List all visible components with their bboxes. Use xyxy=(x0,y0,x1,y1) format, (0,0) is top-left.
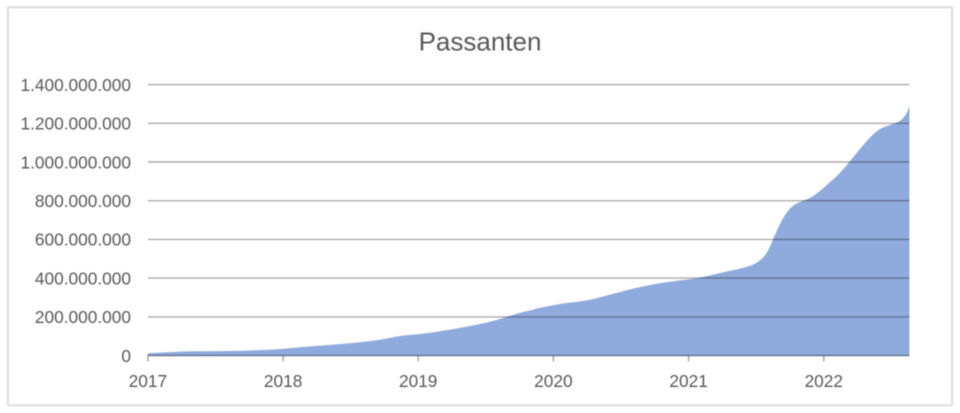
svg-text:1.400.000.000: 1.400.000.000 xyxy=(20,75,131,95)
svg-text:400.000.000: 400.000.000 xyxy=(35,268,131,288)
svg-text:2018: 2018 xyxy=(264,371,302,391)
svg-text:2019: 2019 xyxy=(399,371,437,391)
svg-text:2022: 2022 xyxy=(805,371,843,391)
svg-text:2021: 2021 xyxy=(669,371,707,391)
svg-text:0: 0 xyxy=(121,346,131,366)
svg-text:2017: 2017 xyxy=(129,371,167,391)
svg-text:Passanten: Passanten xyxy=(419,27,542,57)
svg-text:2020: 2020 xyxy=(534,371,572,391)
svg-text:1.200.000.000: 1.200.000.000 xyxy=(20,114,131,134)
svg-text:800.000.000: 800.000.000 xyxy=(35,191,131,211)
svg-text:200.000.000: 200.000.000 xyxy=(35,307,131,327)
svg-text:1.000.000.000: 1.000.000.000 xyxy=(20,152,131,172)
svg-text:600.000.000: 600.000.000 xyxy=(35,230,131,250)
